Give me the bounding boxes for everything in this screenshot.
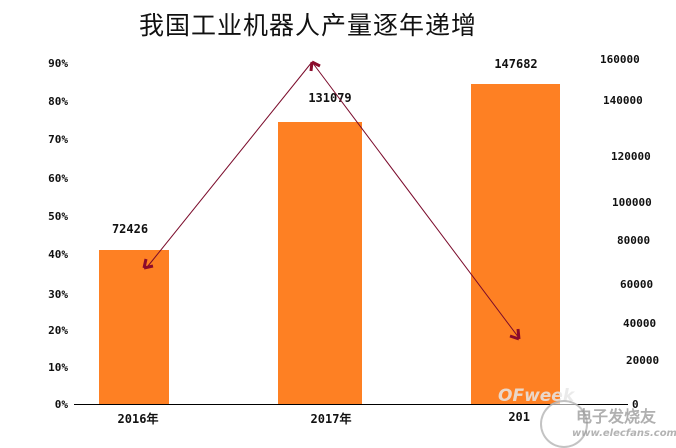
- left-tick: 50%: [48, 210, 68, 223]
- data-label-2018: 147682: [494, 57, 538, 71]
- left-tick: 60%: [48, 172, 68, 185]
- category-label-2016: 2016年: [117, 412, 159, 426]
- data-label-2017: 131079: [308, 91, 352, 105]
- right-tick: 0: [632, 398, 639, 411]
- data-label-2016: 72426: [111, 222, 149, 236]
- right-tick: 80000: [617, 234, 651, 247]
- right-tick: 100000: [612, 196, 652, 209]
- left-tick: 30%: [48, 288, 68, 301]
- x-axis-line: [74, 404, 628, 405]
- left-tick: 10%: [48, 361, 68, 374]
- arrowhead-icon: [509, 328, 521, 341]
- chart-title: 我国工业机器人产量逐年递增: [0, 6, 676, 42]
- left-tick: 90%: [48, 57, 68, 70]
- bar-2016: [99, 250, 169, 404]
- bar-2018: [471, 84, 560, 404]
- left-tick: 40%: [48, 248, 68, 261]
- right-tick: 60000: [620, 278, 654, 291]
- watermark-site-cn: 电子发烧友: [576, 407, 657, 426]
- category-label-2017: 2017年: [310, 412, 352, 426]
- watermark-site-url: www.elecfans.com: [572, 428, 676, 439]
- right-tick: 40000: [623, 317, 657, 330]
- left-tick: 70%: [48, 133, 68, 146]
- right-tick: 20000: [626, 354, 660, 367]
- left-tick: 20%: [48, 324, 68, 337]
- right-tick: 120000: [611, 150, 651, 163]
- chart-title-text: 我国工业机器人产量逐年递增: [138, 11, 477, 40]
- bar-2017: [278, 122, 362, 404]
- right-tick: 160000: [600, 53, 640, 66]
- left-tick: 80%: [48, 95, 68, 108]
- arrowhead-icon: [142, 258, 154, 270]
- watermark-logo-icon: [540, 400, 588, 448]
- category-label-2018: 201: [508, 410, 530, 424]
- right-tick: 140000: [603, 94, 643, 107]
- arrowhead-icon: [309, 60, 321, 72]
- left-tick: 0%: [54, 398, 68, 411]
